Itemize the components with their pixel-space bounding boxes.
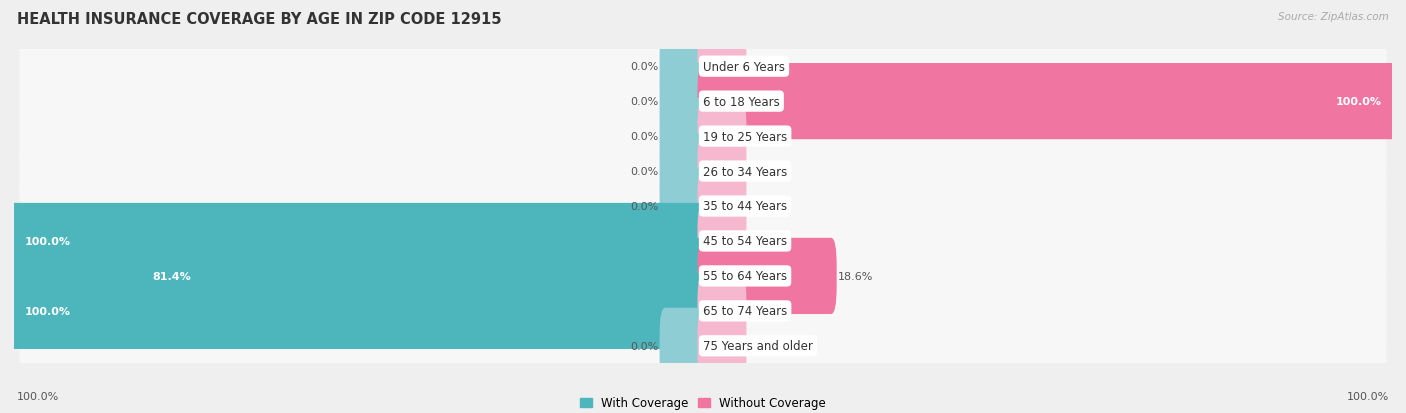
FancyBboxPatch shape — [697, 134, 747, 210]
Text: 0.0%: 0.0% — [748, 132, 776, 142]
FancyBboxPatch shape — [8, 203, 709, 279]
FancyBboxPatch shape — [697, 29, 747, 105]
FancyBboxPatch shape — [697, 169, 747, 244]
FancyBboxPatch shape — [697, 308, 747, 384]
FancyBboxPatch shape — [659, 64, 709, 140]
Text: 100.0%: 100.0% — [24, 236, 70, 247]
FancyBboxPatch shape — [136, 238, 709, 314]
FancyBboxPatch shape — [20, 44, 1386, 160]
Text: 100.0%: 100.0% — [1336, 97, 1382, 107]
Text: 100.0%: 100.0% — [24, 306, 70, 316]
Text: 100.0%: 100.0% — [1347, 391, 1389, 401]
FancyBboxPatch shape — [20, 114, 1386, 230]
Text: 18.6%: 18.6% — [838, 271, 873, 281]
Text: 6 to 18 Years: 6 to 18 Years — [703, 95, 780, 108]
FancyBboxPatch shape — [20, 79, 1386, 195]
Text: 0.0%: 0.0% — [630, 341, 658, 351]
FancyBboxPatch shape — [697, 273, 747, 349]
Text: 0.0%: 0.0% — [748, 306, 776, 316]
FancyBboxPatch shape — [697, 64, 1398, 140]
Text: 0.0%: 0.0% — [630, 132, 658, 142]
FancyBboxPatch shape — [659, 99, 709, 175]
Text: 65 to 74 Years: 65 to 74 Years — [703, 305, 787, 318]
Text: 0.0%: 0.0% — [630, 166, 658, 177]
FancyBboxPatch shape — [697, 203, 747, 279]
Text: Under 6 Years: Under 6 Years — [703, 61, 785, 74]
Text: 26 to 34 Years: 26 to 34 Years — [703, 165, 787, 178]
Legend: With Coverage, Without Coverage: With Coverage, Without Coverage — [575, 392, 831, 413]
FancyBboxPatch shape — [659, 134, 709, 210]
Text: 35 to 44 Years: 35 to 44 Years — [703, 200, 787, 213]
FancyBboxPatch shape — [20, 183, 1386, 299]
FancyBboxPatch shape — [659, 169, 709, 244]
FancyBboxPatch shape — [8, 273, 709, 349]
FancyBboxPatch shape — [659, 29, 709, 105]
Text: 0.0%: 0.0% — [748, 62, 776, 72]
Text: 0.0%: 0.0% — [748, 166, 776, 177]
Text: 0.0%: 0.0% — [748, 341, 776, 351]
FancyBboxPatch shape — [20, 288, 1386, 404]
Text: 100.0%: 100.0% — [17, 391, 59, 401]
Text: 0.0%: 0.0% — [748, 202, 776, 211]
Text: 45 to 54 Years: 45 to 54 Years — [703, 235, 787, 248]
Text: 0.0%: 0.0% — [630, 202, 658, 211]
Text: 0.0%: 0.0% — [630, 62, 658, 72]
Text: 0.0%: 0.0% — [630, 97, 658, 107]
FancyBboxPatch shape — [697, 99, 747, 175]
FancyBboxPatch shape — [697, 238, 837, 314]
FancyBboxPatch shape — [20, 253, 1386, 369]
Text: Source: ZipAtlas.com: Source: ZipAtlas.com — [1278, 12, 1389, 22]
Text: 19 to 25 Years: 19 to 25 Years — [703, 130, 787, 143]
FancyBboxPatch shape — [20, 218, 1386, 334]
Text: 55 to 64 Years: 55 to 64 Years — [703, 270, 787, 283]
FancyBboxPatch shape — [20, 149, 1386, 264]
Text: 75 Years and older: 75 Years and older — [703, 339, 813, 352]
Text: HEALTH INSURANCE COVERAGE BY AGE IN ZIP CODE 12915: HEALTH INSURANCE COVERAGE BY AGE IN ZIP … — [17, 12, 502, 27]
Text: 81.4%: 81.4% — [152, 271, 191, 281]
FancyBboxPatch shape — [20, 9, 1386, 125]
FancyBboxPatch shape — [659, 308, 709, 384]
Text: 0.0%: 0.0% — [748, 236, 776, 247]
